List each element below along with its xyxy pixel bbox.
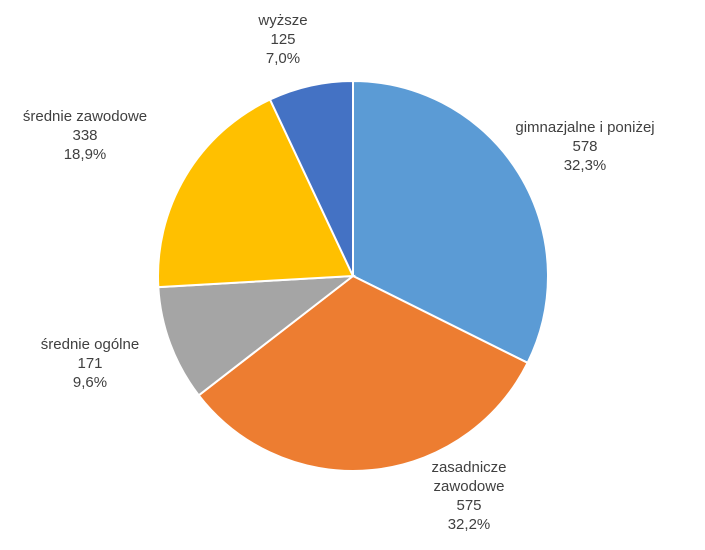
pie-slice [157, 274, 357, 397]
data-label: średnie zawodowe 338 18,9% [23, 108, 147, 163]
data-label-category: zasadnicze [431, 459, 506, 476]
data-label-percent: 32,2% [448, 516, 491, 533]
data-label-category: wyższe [257, 12, 307, 29]
pie-slice [157, 98, 355, 289]
data-label: gimnazjalne i poniżej 578 32,3% [515, 119, 654, 174]
data-label: średnie ogólne 171 9,6% [41, 336, 139, 391]
slices-layer [157, 79, 549, 472]
data-label-value: 338 [72, 127, 97, 144]
data-label-category: gimnazjalne i poniżej [515, 119, 654, 136]
data-label: wyższe 125 7,0% [257, 12, 307, 67]
data-label-value: 125 [270, 31, 295, 48]
data-label-category: średnie ogólne [41, 336, 139, 353]
data-label-percent: 7,0% [266, 50, 300, 67]
pie-slice [197, 274, 529, 472]
data-label-percent: 9,6% [73, 374, 107, 391]
data-label: zasadnicze zawodowe 575 32,2% [431, 459, 506, 533]
data-label-percent: 18,9% [64, 146, 107, 163]
labels-layer: gimnazjalne i poniżej 578 32,3%zasadnicze z… [23, 12, 655, 533]
data-label-value: 171 [77, 355, 102, 372]
data-label-category: średnie zawodowe [23, 108, 147, 125]
data-label-value: 578 [572, 138, 597, 155]
pie-slice [268, 79, 354, 277]
data-label-percent: 32,3% [564, 157, 607, 174]
pie-slice [352, 79, 549, 365]
data-label-value: 575 [456, 497, 481, 514]
data-label-category: zawodowe [434, 478, 505, 495]
